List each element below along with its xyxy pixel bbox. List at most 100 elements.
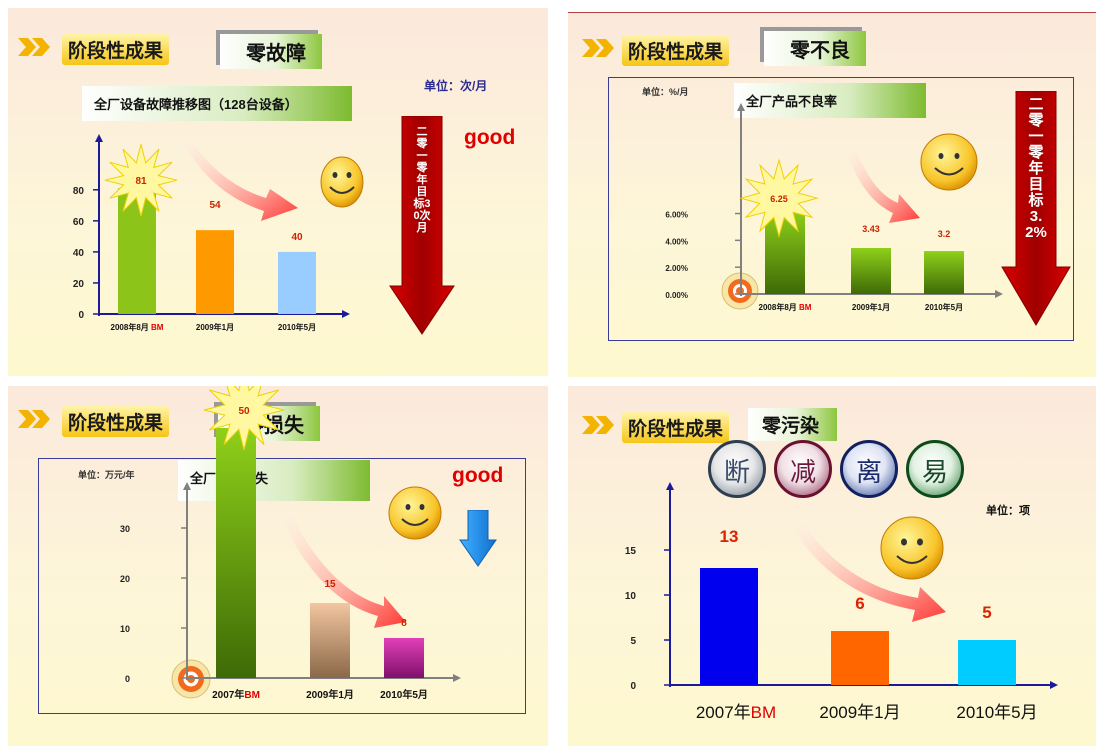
- x-axis-arrowhead: [453, 674, 461, 682]
- target-arrow: [1001, 91, 1071, 326]
- smiley-icon: [920, 133, 978, 191]
- y-tick-label: 40: [73, 248, 85, 259]
- data-label: 81: [135, 176, 147, 187]
- y-tick-label: 0: [630, 681, 636, 692]
- panel-zero-loss: 阶段性成果 零损失 单位：万元/年 全厂资源损失 good 0102030501…: [8, 386, 548, 746]
- bar: [196, 230, 234, 314]
- x-tick-label: 2009年1月: [196, 322, 234, 332]
- topic-title: 零故障: [220, 34, 322, 69]
- panel-zero-defect: 阶段性成果 零不良 单位：%/月 全厂产品不良率 二零一零年目标3.2% 0.0…: [568, 12, 1096, 377]
- data-label: 6.25: [770, 194, 788, 204]
- y-tick-label: 6.00%: [665, 211, 688, 220]
- y-axis-arrowhead: [95, 134, 103, 142]
- smiley-icon: [320, 156, 364, 208]
- x-tick-label: 2010年5月: [956, 703, 1037, 722]
- stage-badge: 阶段性成果: [62, 406, 170, 437]
- good-label: good: [464, 126, 516, 149]
- y-tick-label: 4.00%: [665, 237, 688, 246]
- chevron-icon: [18, 38, 50, 56]
- data-label: 50: [238, 406, 250, 417]
- unit-label: 单位：万元/年: [78, 470, 135, 480]
- circle-char: 断: [723, 458, 750, 488]
- good-label: good: [452, 464, 504, 487]
- x-tick-label: 2007年BM: [212, 688, 260, 701]
- target-text: 二零一零年目标30次月: [413, 126, 431, 234]
- data-label: 8: [401, 618, 407, 629]
- x-axis-arrowhead: [995, 290, 1003, 298]
- x-tick-label: 2009年1月: [852, 302, 890, 312]
- y-tick-label: 0: [78, 310, 84, 321]
- y-tick-label: 60: [73, 217, 85, 228]
- data-label: 13: [720, 527, 739, 546]
- data-label: 3.2: [938, 229, 951, 239]
- trend-arrow: [792, 522, 946, 622]
- y-axis-arrowhead: [737, 103, 745, 111]
- bar: [831, 631, 889, 685]
- bar: [700, 568, 758, 685]
- data-label: 6: [855, 594, 864, 613]
- data-label: 3.43: [862, 224, 880, 234]
- trend-arrow: [282, 516, 406, 628]
- bar: [958, 640, 1016, 685]
- chevron-icon: [18, 410, 50, 428]
- starburst-icon: [203, 386, 285, 451]
- y-tick-label: 80: [73, 186, 85, 197]
- y-tick-label: 0.00%: [665, 291, 688, 300]
- y-tick-label: 20: [120, 574, 130, 584]
- unit-label: 单位：项: [986, 505, 1030, 517]
- data-label: 40: [291, 232, 303, 243]
- chevron-icon: [582, 39, 614, 57]
- bar: [851, 247, 891, 294]
- target-arrow: [389, 116, 455, 335]
- y-tick-label: 2.00%: [665, 264, 688, 273]
- y-tick-label: 20: [73, 279, 85, 290]
- y-tick-label: 5: [630, 636, 636, 647]
- panel-zero-breakdown: 阶段性成果 零故障 单位：次/月 全厂设备故障推移图（128台设备） good …: [8, 8, 548, 376]
- chart-frame: [38, 458, 526, 714]
- x-tick-label: 2010年5月: [278, 322, 316, 332]
- y-axis-arrowhead: [666, 482, 674, 490]
- down-arrow-icon: [459, 510, 497, 567]
- trend-arrow: [847, 150, 920, 223]
- y-tick-label: 15: [625, 546, 637, 557]
- bar: [924, 251, 964, 294]
- y-tick-label: 10: [625, 591, 637, 602]
- bar: [118, 188, 156, 314]
- chevron-icon: [582, 416, 614, 434]
- stage-badge: 阶段性成果: [62, 34, 170, 65]
- bar: [765, 210, 805, 294]
- y-tick-label: 0: [125, 674, 130, 684]
- x-tick-label: 2008年8月 BM: [111, 322, 164, 332]
- x-tick-label: 2009年1月: [306, 688, 354, 701]
- bar: [216, 428, 256, 678]
- data-label: 5: [982, 603, 991, 622]
- chart-frame: [608, 77, 1074, 341]
- chart-title: 全厂资源损失: [178, 460, 370, 501]
- trend-arrow: [184, 140, 298, 221]
- y-axis-arrowhead: [183, 482, 191, 490]
- data-label: 54: [209, 200, 221, 211]
- bar: [384, 638, 424, 678]
- chart-pollution: 0 5 10 15 13 6 5 2007年BM 2009年1月 2010年5月: [625, 482, 1058, 722]
- chart-defect-rate: 0.00% 2.00% 4.00% 6.00% 6.25 3.43 3.2 2008年8月 B…: [665, 103, 1003, 312]
- topic-title: 零不良: [764, 31, 866, 66]
- y-tick-label: 10: [120, 624, 130, 634]
- circle-char: 离: [855, 458, 882, 488]
- smiley-icon: [388, 486, 442, 540]
- y-tick-label: 30: [120, 524, 130, 534]
- stage-badge: 阶段性成果: [622, 412, 730, 443]
- circle-char: 减: [789, 458, 816, 488]
- starburst-icon: [104, 144, 178, 217]
- x-tick-label: 2009年1月: [819, 703, 900, 722]
- x-tick-label: 2010年5月: [925, 302, 963, 312]
- chart-breakdown: 0 20 40 60 80 81 54 40 2008年8月 BM 2009年1月 2010年5月: [73, 134, 350, 332]
- bar: [278, 251, 316, 314]
- chart-resource-loss: 0 10 20 30 50 15 8 2007年BM 2009年1月 2010年5月: [120, 386, 461, 701]
- starburst-icon: [739, 158, 819, 239]
- x-tick-label: 2010年5月: [380, 688, 428, 701]
- chart-title: 全厂产品不良率: [734, 83, 926, 118]
- chart-title: 全厂设备故障推移图（128台设备）: [82, 86, 352, 121]
- principle-circles: 断 减 离 易: [708, 440, 978, 500]
- x-axis-arrowhead: [342, 310, 350, 318]
- x-axis-arrowhead: [1050, 681, 1058, 689]
